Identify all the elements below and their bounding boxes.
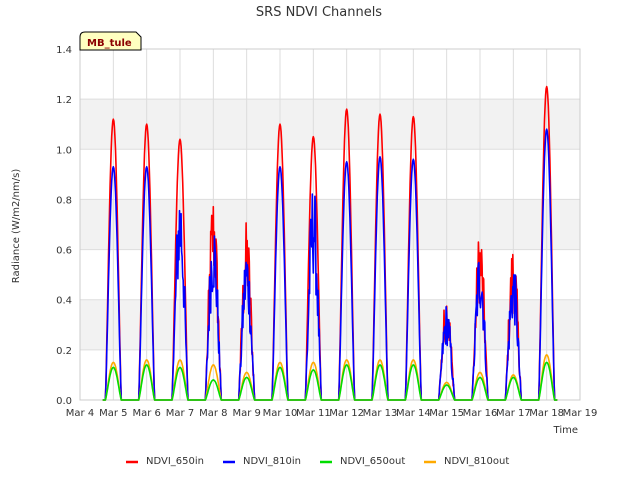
- legend-item-ndvi_650out: NDVI_650out: [320, 456, 405, 467]
- legend-item-ndvi_810in: NDVI_810in: [223, 456, 301, 467]
- x-tick-label: Mar 16: [463, 408, 498, 419]
- x-tick-label: Mar 9: [232, 408, 260, 419]
- plot-band: [80, 99, 580, 150]
- y-tick-label: 0.0: [56, 396, 72, 407]
- plot-band: [80, 299, 580, 350]
- legend-item-ndvi_810out: NDVI_810out: [424, 456, 509, 467]
- x-tick-label: Mar 18: [529, 408, 564, 419]
- site-label: MB_tule: [87, 38, 132, 49]
- legend-label: NDVI_810out: [444, 456, 509, 467]
- y-tick-label: 0.4: [56, 296, 72, 307]
- x-tick-label: Mar 4: [66, 408, 94, 419]
- x-tick-label: Mar 13: [363, 408, 398, 419]
- y-tick-label: 1.4: [56, 45, 72, 56]
- x-tick-label: Mar 11: [296, 408, 331, 419]
- x-tick-label: Mar 15: [429, 408, 464, 419]
- series-layer: [102, 85, 558, 401]
- y-tick-label: 1.2: [56, 95, 72, 106]
- x-tick-label: Mar 8: [199, 408, 227, 419]
- chart-title: SRS NDVI Channels: [256, 5, 382, 20]
- legend: NDVI_650in NDVI_810in NDVI_650out NDVI_810o…: [126, 456, 509, 467]
- x-tick-label: Mar 7: [166, 408, 194, 419]
- x-tick-label: Mar 12: [329, 408, 364, 419]
- y-tick-label: 1.0: [56, 145, 72, 156]
- y-axis-ticks: 0.0 0.2 0.4 0.6 0.8 1.0 1.2 1.4: [56, 45, 72, 407]
- plot-band: [80, 199, 580, 250]
- y-axis-label: Radiance (W/m2/nm/s): [11, 169, 22, 284]
- legend-label: NDVI_650out: [340, 456, 405, 467]
- legend-item-ndvi_650in: NDVI_650in: [126, 456, 204, 467]
- legend-label: NDVI_650in: [146, 456, 204, 467]
- x-axis-ticks: Mar 4 Mar 5 Mar 6 Mar 7 Mar 8 Mar 9 Mar 10Mar …: [66, 408, 598, 419]
- x-tick-label: Mar 14: [396, 408, 431, 419]
- site-label-box: MB_tule: [79, 31, 142, 51]
- x-tick-label: Mar 6: [132, 408, 160, 419]
- site-label-shape: [79, 31, 142, 51]
- series-line-ndvi_650out: [102, 361, 558, 401]
- y-tick-label: 0.8: [56, 195, 72, 206]
- y-tick-label: 0.2: [56, 346, 72, 357]
- x-tick-label: Mar 10: [263, 408, 298, 419]
- x-tick-label: Mar 5: [99, 408, 127, 419]
- y-tick-label: 0.6: [56, 246, 72, 257]
- x-tick-label: Mar 17: [496, 408, 531, 419]
- plot-bands: [80, 99, 580, 350]
- legend-label: NDVI_810in: [243, 456, 301, 467]
- x-tick-label: Mar 19: [563, 408, 598, 419]
- x-axis-label: Time: [553, 425, 578, 436]
